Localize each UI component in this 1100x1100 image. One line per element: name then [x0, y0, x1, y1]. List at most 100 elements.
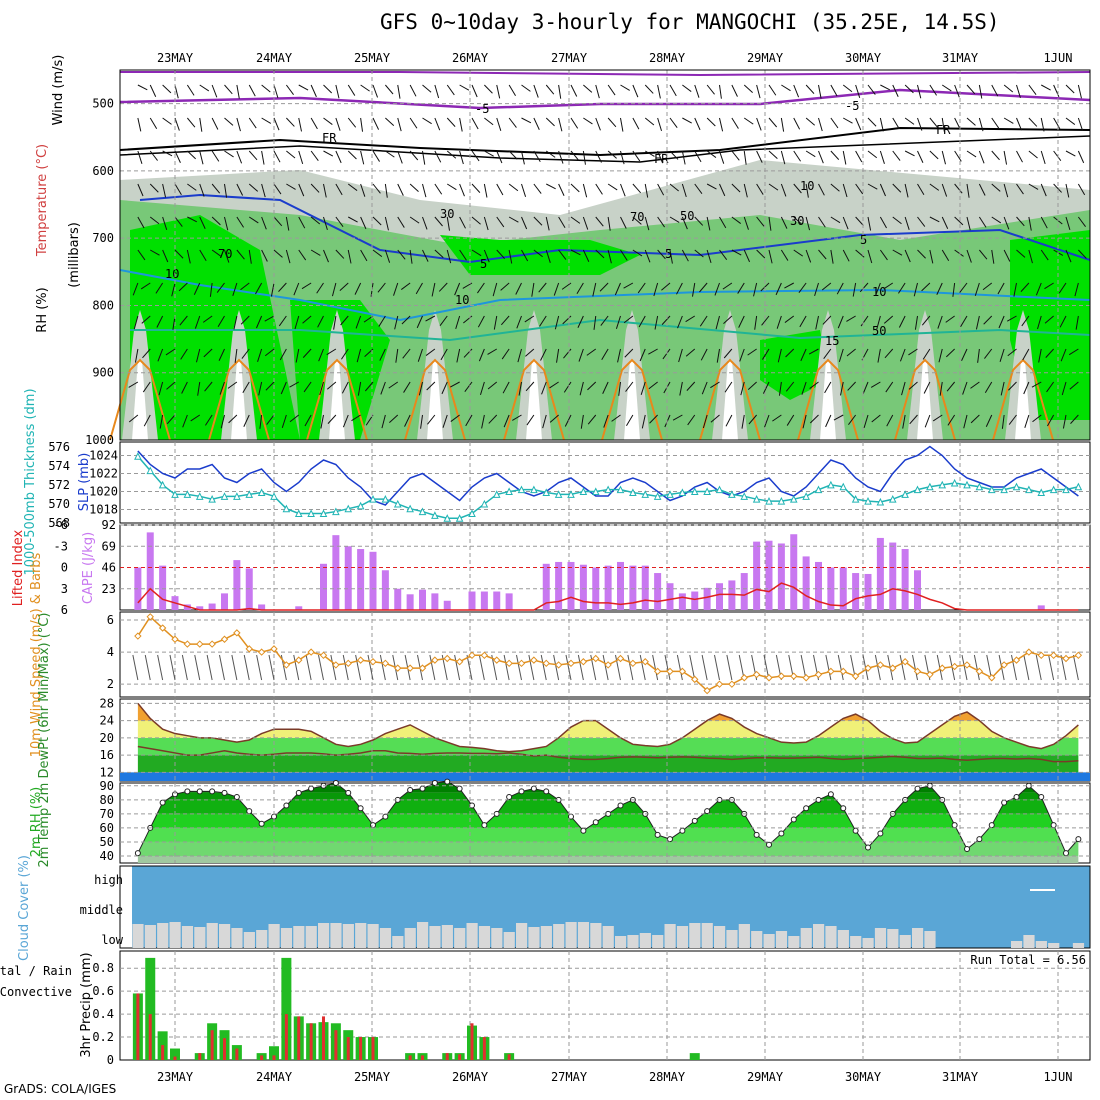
wind-barb: [601, 348, 609, 360]
wind-barb: [1041, 84, 1051, 91]
wind-barb: [236, 216, 244, 228]
surface-wind-barb: [676, 654, 683, 681]
wind-barb: [620, 117, 624, 132]
wind-speed-line-point: [431, 656, 439, 664]
wind-barb: [978, 150, 985, 164]
wind-barb: [978, 249, 988, 260]
wind-barb: [620, 183, 626, 197]
low-cloud-bar: [874, 928, 887, 948]
wind-barb: [418, 381, 423, 396]
wind-barb: [199, 84, 210, 92]
wind-barb: [194, 315, 201, 329]
wind-speed-line-point: [938, 664, 946, 672]
rh-point: [233, 794, 240, 801]
wind-barb: [545, 84, 555, 95]
wind-barb: [242, 381, 250, 393]
wind-speed-line-point: [839, 667, 847, 676]
wind-barb: [149, 117, 158, 129]
wind-speed-line-point: [1012, 656, 1021, 664]
wind-barb: [879, 150, 885, 164]
contour-label: 50: [680, 209, 694, 223]
wind-barb: [941, 183, 948, 197]
wind-barb: [785, 381, 795, 392]
wind-barb: [479, 381, 485, 396]
wind-barb: [273, 150, 281, 163]
wind-speed-line-point: [146, 613, 154, 621]
wind-barb: [304, 414, 312, 427]
wind-barb: [904, 150, 915, 157]
wind-barb: [261, 216, 267, 230]
wind-speed-line-point: [332, 661, 340, 669]
isotherm-20: [797, 358, 859, 441]
wind-barb: [821, 282, 832, 291]
contour-label: FR: [654, 152, 669, 166]
wind-barb: [394, 315, 399, 330]
rh-point: [827, 791, 834, 798]
wind-barb: [187, 150, 197, 160]
wind-barb: [756, 84, 761, 99]
isotherm-5: [139, 193, 1091, 264]
wind-barb: [908, 381, 918, 390]
wind-barb: [768, 216, 772, 231]
wind-barb: [270, 282, 275, 297]
wind-barb: [477, 315, 485, 328]
low-cloud-bar: [664, 924, 676, 948]
wind-barb: [743, 117, 754, 125]
wind-barb: [317, 315, 324, 328]
wind-barb: [607, 117, 617, 128]
thickness-line-point: [319, 509, 328, 517]
wind-barb: [724, 381, 733, 393]
isotherm-20: [503, 358, 565, 441]
top-date-label: 27MAY: [551, 51, 588, 65]
wind-barb: [521, 117, 532, 124]
wind-barb: [1060, 348, 1067, 362]
rh-point: [976, 836, 983, 843]
rh-point: [345, 789, 352, 796]
wind-barb: [669, 183, 679, 192]
wind-barb: [533, 150, 541, 162]
cape-bar: [629, 565, 637, 610]
wind-barb: [186, 117, 196, 128]
thickness-line-point: [171, 490, 179, 498]
thickness-line-point: [1025, 485, 1033, 494]
wind-barb: [525, 381, 535, 392]
precip-total-bar: [689, 1053, 700, 1060]
wind-barb: [824, 381, 832, 394]
low-cloud-bar: [169, 922, 181, 948]
wind-barb: [731, 249, 742, 256]
wind-barb: [538, 282, 547, 293]
wind-barb: [422, 117, 432, 125]
bottom-date-label: 27MAY: [551, 1070, 588, 1084]
wind-barb: [825, 414, 832, 428]
wind-barb: [1045, 348, 1054, 358]
top-date-label: 26MAY: [452, 51, 489, 65]
wind-barb: [159, 414, 164, 429]
surface-wind-barb: [874, 654, 881, 681]
rh-point: [543, 788, 550, 795]
wind-barb: [186, 249, 191, 264]
rh-tick-label: 80: [100, 793, 114, 807]
wind-barb: [892, 216, 902, 225]
wind-barb: [545, 216, 550, 231]
wind-barb: [205, 414, 213, 426]
wind-barb: [323, 84, 333, 94]
cape-bar: [468, 591, 476, 610]
low-cloud-bar: [466, 923, 478, 948]
surface-wind-barb: [565, 654, 572, 681]
wind-barb: [384, 84, 394, 95]
wind-barb: [446, 216, 450, 231]
wind-barb: [941, 117, 945, 132]
wind-barb: [279, 348, 287, 361]
wind-barb: [335, 117, 341, 131]
surface-wind-barb: [342, 654, 349, 681]
wind-barb: [738, 315, 745, 328]
contour-label: 70: [218, 247, 232, 261]
cape-bar: [740, 573, 748, 610]
wind-barb: [822, 315, 832, 325]
wind-barb: [800, 348, 807, 362]
wind-barb: [595, 249, 605, 259]
wind-barb: [140, 282, 151, 290]
wind-barb: [945, 315, 955, 323]
wind-barb: [592, 282, 597, 297]
